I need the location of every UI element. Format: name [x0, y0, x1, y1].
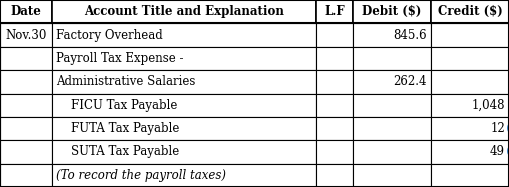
Text: Debit ($): Debit ($)	[362, 5, 421, 18]
Bar	[353, 0, 431, 23]
Text: Payroll Tax Expense -: Payroll Tax Expense -	[56, 52, 184, 65]
Bar	[431, 140, 509, 164]
Bar	[52, 140, 316, 164]
Bar	[431, 0, 509, 23]
Bar	[316, 164, 353, 187]
Bar	[52, 0, 316, 23]
Text: Date: Date	[11, 5, 42, 18]
Text: (1): (1)	[506, 122, 509, 135]
Bar	[316, 140, 353, 164]
Bar	[431, 23, 509, 47]
Bar	[316, 47, 353, 70]
Text: Account Title and Explanation: Account Title and Explanation	[84, 5, 284, 18]
Bar	[431, 70, 509, 94]
Text: SUTA Tax Payable: SUTA Tax Payable	[56, 145, 180, 158]
Bar	[0, 23, 52, 47]
Bar	[431, 164, 509, 187]
Text: Nov.30: Nov.30	[6, 29, 47, 42]
Bar	[52, 47, 316, 70]
Bar	[316, 94, 353, 117]
Text: Factory Overhead: Factory Overhead	[56, 29, 163, 42]
Bar	[52, 23, 316, 47]
Text: Administrative Salaries: Administrative Salaries	[56, 75, 196, 88]
Bar	[353, 94, 431, 117]
Bar	[431, 94, 509, 117]
Bar	[52, 117, 316, 140]
Bar	[0, 94, 52, 117]
Bar	[0, 117, 52, 140]
Text: (To record the payroll taxes): (To record the payroll taxes)	[56, 169, 227, 182]
Bar	[0, 164, 52, 187]
Text: (2): (2)	[506, 145, 509, 158]
Bar	[353, 117, 431, 140]
Bar	[0, 70, 52, 94]
Bar	[431, 47, 509, 70]
Bar	[0, 0, 52, 23]
Bar	[52, 164, 316, 187]
Bar	[353, 47, 431, 70]
Bar	[52, 70, 316, 94]
Bar	[52, 94, 316, 117]
Bar	[316, 117, 353, 140]
Bar	[431, 117, 509, 140]
Text: FICU Tax Payable: FICU Tax Payable	[56, 99, 178, 112]
Text: 12: 12	[490, 122, 505, 135]
Text: FUTA Tax Payable: FUTA Tax Payable	[56, 122, 180, 135]
Bar	[353, 70, 431, 94]
Text: 845.6: 845.6	[393, 29, 427, 42]
Text: 262.4: 262.4	[393, 75, 427, 88]
Bar	[316, 23, 353, 47]
Bar	[353, 23, 431, 47]
Text: L.F: L.F	[324, 5, 345, 18]
Text: 49: 49	[490, 145, 505, 158]
Bar	[0, 140, 52, 164]
Text: 1,048: 1,048	[471, 99, 505, 112]
Bar	[353, 164, 431, 187]
Bar	[353, 140, 431, 164]
Bar	[316, 0, 353, 23]
Bar	[316, 70, 353, 94]
Bar	[0, 47, 52, 70]
Text: Credit ($): Credit ($)	[438, 5, 502, 18]
